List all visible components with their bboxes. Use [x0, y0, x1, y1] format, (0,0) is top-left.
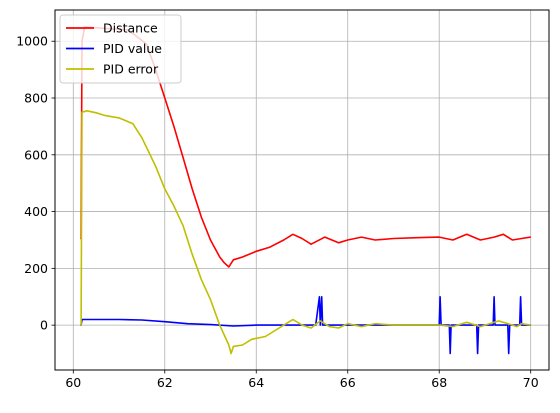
- series-lines: [80, 26, 531, 355]
- x-tick-label: 64: [248, 375, 264, 390]
- x-tick-label: 60: [65, 375, 81, 390]
- plot-frame: [54, 9, 550, 371]
- y-axis: 0 200 400 600 800 1000: [16, 34, 55, 333]
- x-axis: 60 62 64 66 68 70: [65, 370, 539, 390]
- series-line-pid-value: [80, 296, 531, 355]
- series-line-pid-error: [80, 110, 531, 355]
- x-tick-label: 70: [523, 375, 539, 390]
- y-tick-label: 0: [40, 318, 48, 333]
- x-tick-label: 68: [431, 375, 447, 390]
- x-tick-label: 62: [157, 375, 173, 390]
- legend-label: PID error: [103, 62, 159, 77]
- y-tick-label: 600: [24, 147, 48, 162]
- y-tick-label: 800: [24, 91, 48, 106]
- y-tick-label: 200: [24, 261, 48, 276]
- series-line-distance: [80, 26, 531, 268]
- legend-box: [59, 14, 182, 84]
- legend: Distance PID value PID error: [59, 14, 182, 84]
- legend-label: Distance: [103, 21, 158, 36]
- x-tick-label: 66: [340, 375, 356, 390]
- y-tick-label: 1000: [16, 34, 48, 49]
- legend-label: PID value: [103, 41, 162, 56]
- y-tick-label: 400: [24, 204, 48, 219]
